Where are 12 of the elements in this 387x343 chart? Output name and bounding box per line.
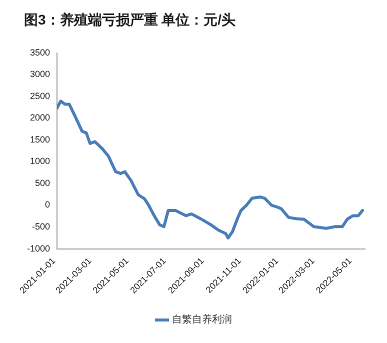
y-tick-label: -1000 [26,243,50,254]
y-tick-label: 2500 [30,90,50,101]
y-tick-label: 500 [34,178,50,188]
y-tick-label: 1500 [30,134,50,144]
y-tick-label: 0 [45,200,50,210]
chart-title: 图3：养殖端亏损严重 单位：元/头 [24,11,236,28]
y-tick-label: 1000 [30,156,50,166]
y-tick-label: -500 [32,222,50,232]
y-tick-label: 2000 [30,112,50,123]
y-tick-label: 3000 [30,69,50,80]
legend-label: 自繁自养利润 [172,314,232,326]
y-tick-label: 3500 [30,47,50,58]
